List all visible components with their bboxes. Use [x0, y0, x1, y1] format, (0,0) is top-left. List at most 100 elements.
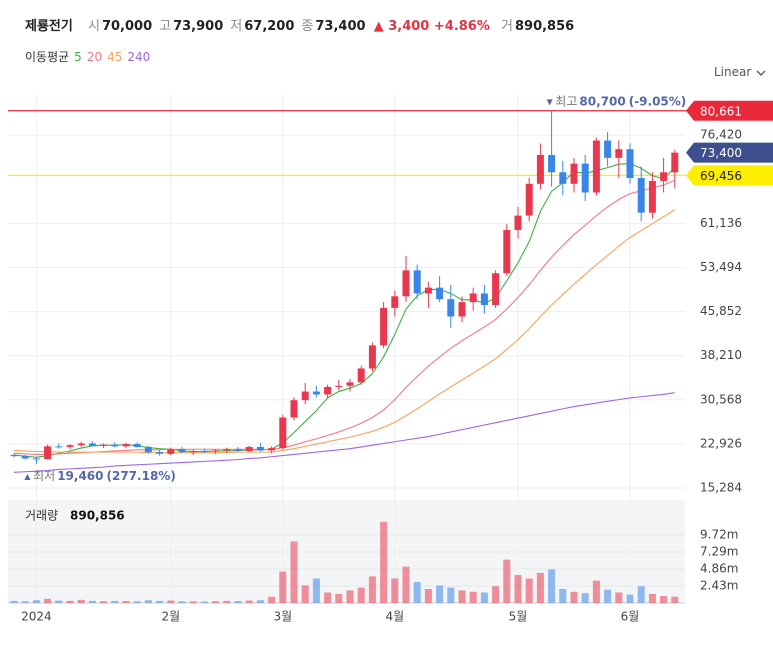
y-tick-label: 22,926 [700, 436, 742, 450]
volume-bar [212, 601, 220, 603]
ma-legend: 이동평균 5 20 45 240 [25, 48, 150, 65]
annotation-label: 최고 [555, 94, 577, 108]
volume-bar [268, 596, 276, 603]
candle-body [268, 448, 276, 451]
volume-bar [514, 575, 522, 603]
ohlc-fields: 시 70,000 고 73,900 저 67,200 종 73,400 [81, 19, 366, 34]
volume-bar [279, 571, 287, 603]
field-label: 저 [230, 19, 243, 34]
x-tick-label: 6월 [621, 610, 640, 624]
y-tick-label: 53,494 [700, 260, 742, 274]
candle-body [44, 446, 52, 460]
volume-bar [55, 600, 63, 603]
volume-bar [21, 601, 29, 603]
volume-bar [144, 600, 152, 603]
volume-bar [256, 600, 264, 603]
ma-line [13, 163, 676, 458]
volume-bar [525, 578, 533, 603]
volume-bar [189, 601, 197, 603]
volume-bar [88, 600, 96, 603]
volume-bar [380, 521, 388, 603]
annotation: ▲ 최저 19,460 (277.18%) [24, 468, 175, 482]
scale-toggle[interactable]: Linear [714, 65, 767, 79]
legend-entry: 20 [86, 50, 103, 64]
volume-bar [77, 599, 85, 603]
volume-bar [44, 598, 52, 603]
candle-body [480, 293, 488, 305]
volume-bar [503, 559, 511, 603]
x-tick-label: 3월 [273, 610, 292, 624]
legend-entry: 45 [107, 50, 123, 64]
volume-bar [413, 582, 421, 603]
candle-body [223, 449, 231, 451]
y-tick-label: 15,284 [700, 481, 742, 495]
price-tag-bg [686, 142, 773, 163]
volume-bar [424, 589, 432, 603]
volume-bar [536, 572, 544, 603]
volume-bar [324, 592, 332, 603]
volume-title-value: 890,856 [70, 509, 125, 523]
candle-body [626, 149, 634, 179]
y-tick-label: 76,420 [700, 128, 742, 142]
volume-bar [604, 589, 612, 603]
volume-bar [156, 600, 164, 603]
y-tick-label: 38,210 [700, 348, 742, 362]
candle-body [402, 270, 410, 297]
x-tick-label: 4월 [385, 610, 404, 624]
scale-mode: Linear [714, 65, 752, 79]
candle-body [189, 450, 197, 453]
volume-bar [122, 601, 130, 603]
volume-bar [10, 600, 18, 603]
volume-value: 890,856 [514, 19, 575, 34]
change-value: 3,400 [388, 19, 430, 34]
candle-body [200, 450, 208, 452]
volume-bar [223, 600, 231, 603]
volume-bar [66, 600, 74, 603]
volume-bar [32, 600, 40, 603]
volume-bar [391, 578, 399, 603]
volume-bar [346, 590, 354, 603]
annotation-arrow: ▲ [24, 471, 33, 480]
candle-body [368, 345, 376, 369]
candle-body [279, 417, 287, 449]
field-label: 시 [87, 19, 100, 34]
ma-line [13, 392, 675, 473]
candle-body [88, 443, 96, 446]
volume-bar [559, 589, 567, 603]
candle-body [648, 180, 656, 213]
candle-body [447, 299, 455, 317]
candle-body [413, 270, 421, 294]
volume-bar [133, 601, 141, 603]
candle-body [637, 178, 645, 213]
reference-tag-bg [686, 165, 773, 186]
legend-entry: 5 [74, 50, 82, 64]
chevron [756, 70, 766, 76]
reference-tag-label: 80,661 [700, 104, 742, 118]
volume-bar [469, 591, 477, 603]
volume-label: 거 [501, 19, 513, 34]
candle-body [144, 446, 152, 453]
volume-bar [234, 601, 242, 603]
change: ▲ 3,400 +4.86% [373, 19, 490, 34]
candle-body [178, 449, 186, 453]
candle-body [503, 229, 511, 274]
candle-body [570, 163, 578, 184]
volume-tick-label: 2.43m [700, 578, 738, 592]
candle-body [548, 154, 556, 173]
candle-body [424, 287, 432, 294]
candle-body [671, 152, 679, 173]
candle-body [256, 446, 264, 451]
field-label: 고 [159, 19, 172, 34]
volume-bar [581, 593, 589, 603]
candle-body [380, 307, 388, 346]
annotation-label: 최저 [33, 468, 55, 482]
field-value: 70,000 [101, 19, 153, 34]
volume-bar [570, 591, 578, 603]
annotation-arrow: ▼ [547, 97, 556, 106]
volume-bar [312, 578, 320, 603]
price-tag-label: 73,400 [700, 146, 742, 160]
candle-body [469, 293, 477, 303]
y-tick-label: 61,136 [700, 216, 742, 230]
